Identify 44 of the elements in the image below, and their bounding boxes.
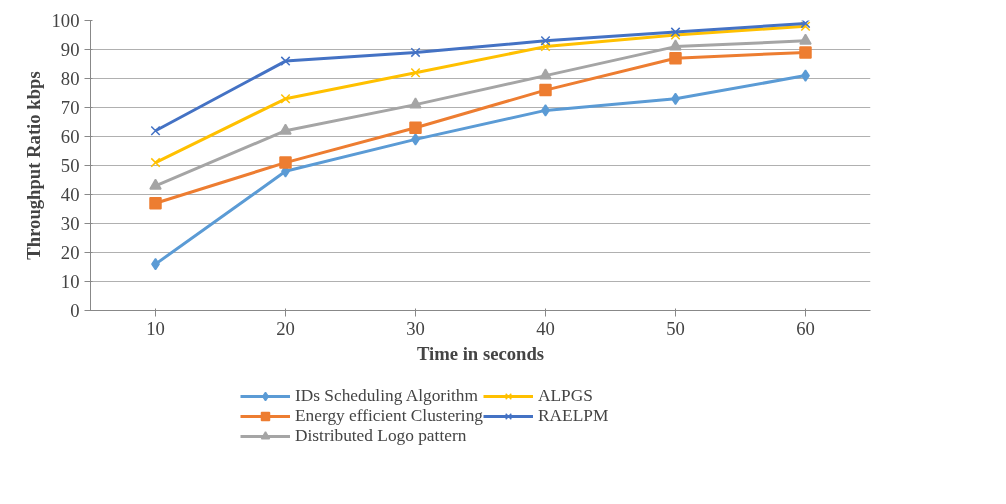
y-tick-label: 90 (60, 39, 80, 60)
point (149, 178, 162, 190)
point (410, 67, 421, 78)
y-tick-label: 10 (60, 271, 80, 292)
point (669, 39, 682, 51)
point (540, 41, 551, 52)
point (150, 125, 161, 136)
x-tick-label: 20 (276, 317, 295, 339)
point (540, 35, 551, 46)
legend-label: Energy efficient Clustering (295, 406, 483, 426)
y-tick-label: 70 (60, 97, 80, 118)
y-tick-label: 100 (51, 10, 80, 31)
point (539, 68, 552, 80)
point (669, 51, 682, 65)
x-axis-title: Time in seconds (416, 342, 545, 364)
legend-label: IDs Scheduling Algorithm (295, 386, 478, 406)
point (409, 121, 422, 135)
y-tick-label: 30 (60, 213, 80, 234)
point (149, 196, 162, 210)
point (280, 93, 291, 104)
point (799, 46, 812, 59)
point (150, 157, 161, 168)
legend-label: RAELPM (538, 406, 609, 426)
x-tick-label: 10 (146, 317, 165, 339)
point (409, 97, 422, 109)
y-axis-title: Throughput Ratio kbps (22, 71, 44, 260)
point (280, 56, 291, 67)
y-tick-label: 80 (60, 68, 80, 89)
y-tick-label: 60 (60, 126, 80, 147)
point (410, 47, 421, 58)
legend-label: Distributed Logo pattern (295, 426, 467, 446)
x-tick-label: 60 (796, 317, 815, 339)
y-tick-label: 40 (60, 184, 80, 205)
legend-label: ALPGS (538, 386, 593, 406)
point (279, 156, 292, 169)
point (539, 83, 552, 97)
point (799, 33, 812, 45)
x-tick-label: 50 (666, 317, 685, 339)
x-tick-label: 40 (536, 317, 555, 339)
point (279, 123, 292, 135)
y-tick-label: 50 (60, 155, 80, 176)
x-tick-label: 30 (406, 317, 425, 339)
y-tick-label: 0 (70, 300, 80, 321)
y-tick-label: 20 (60, 242, 80, 263)
